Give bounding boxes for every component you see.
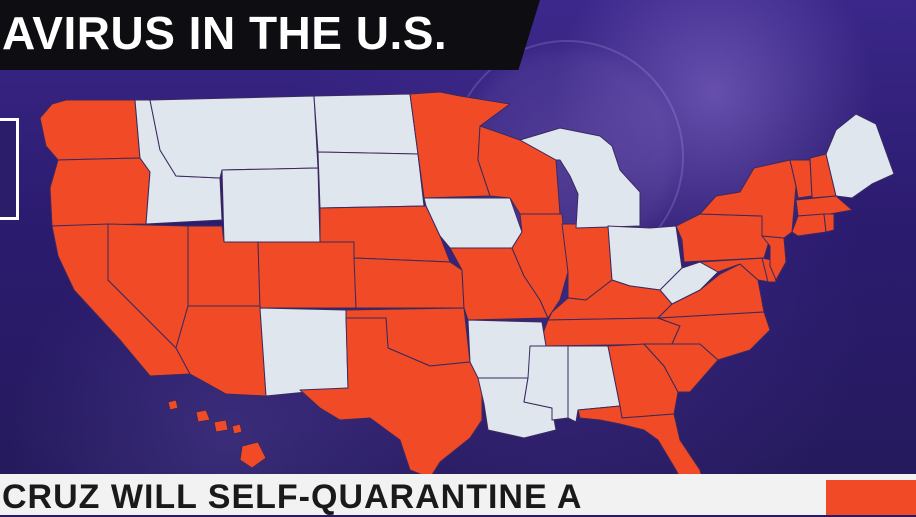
state-MT bbox=[149, 95, 319, 179]
state-OR bbox=[49, 157, 151, 227]
state-WY bbox=[221, 167, 321, 243]
state-CT bbox=[791, 213, 827, 237]
news-ticker bbox=[0, 474, 916, 515]
state-KS bbox=[353, 257, 465, 309]
state-ND bbox=[313, 93, 419, 155]
page-title: AVIRUS IN THE U.S. bbox=[2, 7, 448, 59]
state-ME bbox=[825, 113, 895, 199]
state-NC bbox=[657, 311, 771, 361]
title-banner bbox=[0, 0, 540, 70]
state-SD bbox=[317, 151, 425, 209]
ticker-accent bbox=[826, 480, 916, 515]
state-TX bbox=[299, 317, 483, 479]
state-WA bbox=[39, 99, 141, 161]
state-VT bbox=[789, 159, 813, 199]
state-MA bbox=[795, 195, 853, 217]
state-PA bbox=[675, 213, 771, 263]
state-HI bbox=[167, 399, 267, 469]
state-NM bbox=[259, 307, 349, 397]
state-TN bbox=[541, 317, 681, 347]
legend-box-edge bbox=[0, 118, 19, 220]
ticker-text: CRUZ WILL SELF-QUARANTINE A bbox=[2, 478, 583, 516]
state-MI bbox=[519, 127, 641, 229]
state-AZ bbox=[175, 305, 267, 397]
state-CO bbox=[257, 241, 357, 309]
state-RI bbox=[823, 213, 835, 233]
